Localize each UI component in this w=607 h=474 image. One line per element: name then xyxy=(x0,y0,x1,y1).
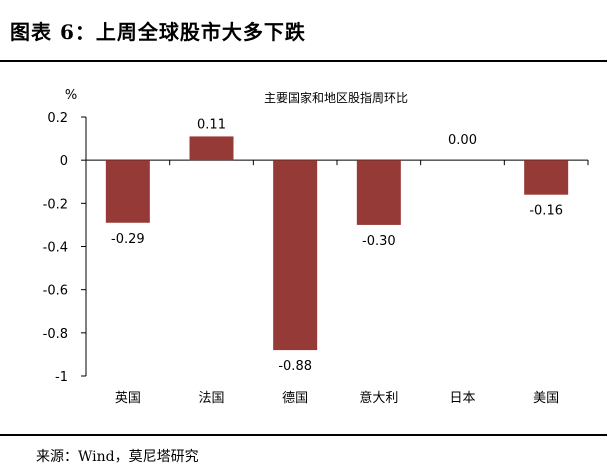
y-tick-label: -0.8 xyxy=(43,327,68,342)
data-labels: -0.29 0.11 -0.88 -0.30 0.00 -0.16 xyxy=(111,117,563,374)
y-tick-label: -1 xyxy=(55,370,68,385)
chart-title: 主要国家和地区股指周环比 xyxy=(264,90,408,105)
y-tick-label: -0.4 xyxy=(43,241,68,256)
bottom-divider xyxy=(0,434,607,436)
top-divider xyxy=(0,60,607,62)
bar-chart: 主要国家和地区股指周环比 % -0.290.11-0.88-0.300.00-0… xyxy=(43,88,589,406)
chart-axes xyxy=(81,116,589,377)
bar-6 xyxy=(524,160,569,195)
y-tick-label: 0.2 xyxy=(47,111,68,126)
category-label-6: 美国 xyxy=(533,391,559,406)
data-label-2: 0.11 xyxy=(197,117,226,132)
y-tick-label: 0 xyxy=(60,154,68,169)
y-tick-labels: 0.2 0 -0.2 -0.4 -0.6 -0.8 -1 xyxy=(43,111,68,385)
category-label-1: 英国 xyxy=(115,391,141,406)
source-note: 来源：Wind，莫尼塔研究 xyxy=(36,449,199,465)
y-tick-label: -0.2 xyxy=(43,197,68,212)
y-axis-unit-label: % xyxy=(65,88,77,103)
figure-title: 图表 6：上周全球股市大多下跌 xyxy=(10,20,306,44)
bar-1 xyxy=(105,160,150,223)
bar-2 xyxy=(189,136,234,161)
category-label-5: 日本 xyxy=(449,391,475,406)
category-label-2: 法国 xyxy=(198,391,224,406)
category-label-4: 意大利 xyxy=(359,390,398,406)
data-label-6: -0.16 xyxy=(529,204,563,219)
data-label-3: -0.88 xyxy=(278,359,312,374)
x-tick-labels: 英国 法国 德国 意大利 日本 美国 xyxy=(115,390,559,406)
data-label-5: 0.00 xyxy=(448,133,477,148)
data-label-1: -0.29 xyxy=(111,232,145,247)
bar-series xyxy=(105,136,569,351)
data-label-4: -0.30 xyxy=(362,234,396,249)
bar-3 xyxy=(273,160,318,351)
category-label-3: 德国 xyxy=(282,391,308,406)
y-tick-label: -0.6 xyxy=(43,284,68,299)
bar-4 xyxy=(356,160,401,225)
